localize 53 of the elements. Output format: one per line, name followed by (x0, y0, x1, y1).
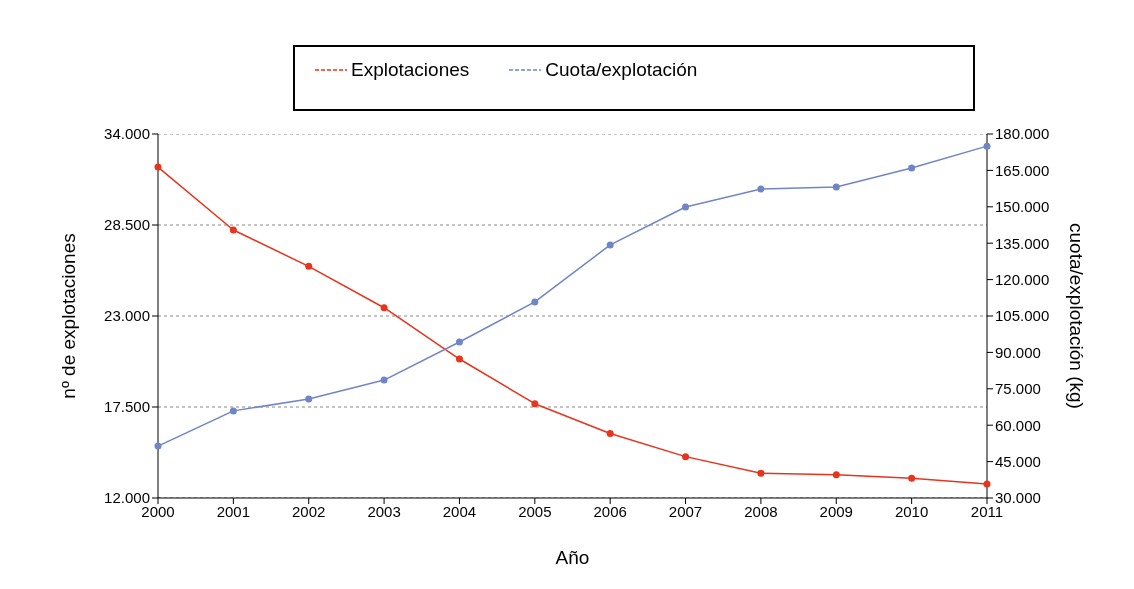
x-tick-label: 2009 (819, 502, 853, 520)
x-tick-label: 2001 (216, 502, 251, 520)
y2-tick-label: 105.000 (995, 307, 1050, 325)
x-tick-label: 2006 (593, 502, 627, 520)
y2-axis-title: cuota/explotación (kg) (1066, 223, 1088, 409)
point (983, 142, 991, 150)
y-axis-title: nº de explotaciones (57, 233, 79, 399)
point (606, 241, 614, 249)
point (531, 400, 539, 408)
x-tick-label: 2002 (292, 502, 326, 520)
y2-tick-label: 165.000 (995, 161, 1050, 179)
legend-label: Cuota/explotación (545, 59, 698, 81)
y2-tick-label: 45.000 (995, 452, 1041, 470)
point (606, 429, 614, 437)
y2-tick-label: 90.000 (995, 343, 1041, 361)
y-tick-label: 17.500 (104, 398, 150, 416)
point (154, 163, 162, 171)
y2-tick-label: 120.000 (995, 270, 1050, 288)
point (154, 442, 162, 450)
point (305, 262, 313, 270)
point (757, 185, 765, 193)
y2-tick-label: 135.000 (995, 234, 1050, 252)
y2-tick-label: 60.000 (995, 416, 1041, 434)
x-tick-label: 2008 (744, 502, 778, 520)
point (380, 304, 388, 312)
point (757, 469, 765, 477)
point (380, 376, 388, 384)
point (908, 164, 916, 172)
x-tick-label: 2004 (442, 502, 477, 520)
point (682, 453, 690, 461)
legend-label: Explotaciones (351, 59, 470, 81)
point (682, 203, 690, 211)
point (455, 355, 463, 363)
x-tick-label: 2010 (894, 502, 929, 520)
x-tick-label: 2003 (367, 502, 401, 520)
x-tick-label: 2005 (518, 502, 552, 520)
y2-tick-label: 150.000 (995, 198, 1050, 216)
point (229, 226, 237, 234)
point (229, 407, 237, 415)
y2-tick-label: 75.000 (995, 380, 1041, 398)
point (305, 395, 313, 403)
x-axis-title: Año (555, 547, 590, 568)
point (531, 298, 539, 306)
point (908, 474, 916, 482)
y-tick-label: 28.500 (104, 216, 150, 234)
y-tick-label: 34.000 (104, 125, 150, 143)
point (455, 338, 463, 346)
point (832, 183, 840, 191)
y-tick-label: 23.000 (104, 307, 150, 325)
y2-tick-label: 180.000 (995, 125, 1050, 143)
point (832, 471, 840, 479)
x-tick-label: 2007 (668, 502, 703, 520)
point (983, 480, 991, 488)
